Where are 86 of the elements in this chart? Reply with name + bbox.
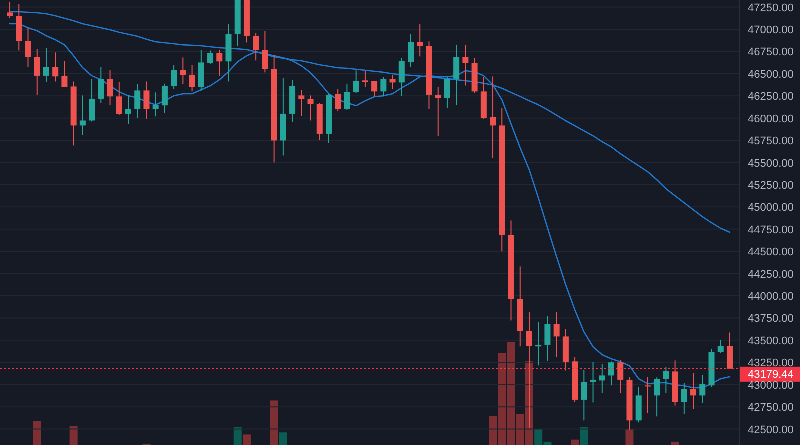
bar <box>270 400 278 445</box>
candlestick <box>417 23 424 58</box>
candlestick <box>654 377 660 418</box>
candlestick <box>34 48 40 96</box>
candlestick <box>134 84 141 119</box>
candlestick <box>554 312 560 358</box>
bar <box>242 434 251 445</box>
candlestick <box>544 316 551 362</box>
y-tick-label: 43500.00 <box>748 335 794 348</box>
candlestick <box>444 76 450 109</box>
candlestick <box>644 376 651 414</box>
candlestick <box>308 95 314 122</box>
candlestick <box>353 70 360 94</box>
candlestick <box>126 94 132 125</box>
candlestick <box>362 70 368 88</box>
candlestick <box>726 332 733 370</box>
bar <box>626 430 634 445</box>
candlestick <box>398 58 405 97</box>
bar <box>580 427 588 445</box>
y-tick-label: 45250.00 <box>748 180 794 192</box>
candlestick <box>25 28 32 68</box>
candlestick <box>590 362 596 404</box>
y-tick-label: 44250.00 <box>748 268 794 281</box>
candlestick <box>344 83 350 110</box>
y-tick-label: 43250.00 <box>748 358 794 370</box>
candlestick <box>144 81 150 120</box>
candlestick <box>372 80 378 98</box>
candlestick <box>618 359 624 394</box>
candlestick <box>189 64 196 92</box>
candlestick <box>435 86 442 137</box>
candlestick <box>216 50 223 76</box>
y-tick-label: 45500.00 <box>748 158 794 170</box>
candlestick <box>335 88 342 112</box>
candlestick <box>107 70 114 106</box>
y-tick-label: 45000.00 <box>748 202 794 214</box>
candlestick <box>253 32 260 62</box>
candlestick <box>116 82 122 116</box>
y-tick-label: 43750.00 <box>748 313 794 326</box>
bar <box>571 440 580 445</box>
bar <box>234 427 242 445</box>
y-tick-label: 43000.00 <box>748 380 794 392</box>
candlestick <box>581 370 588 422</box>
candlestick <box>380 76 387 98</box>
candlestick <box>162 83 168 114</box>
candlestick <box>89 78 96 122</box>
candlestick <box>208 50 214 64</box>
candlestick <box>152 92 159 118</box>
candlestick <box>718 339 724 354</box>
candlestick <box>171 64 178 90</box>
candlestick <box>98 66 104 104</box>
bar <box>279 432 288 445</box>
candlestick <box>298 89 305 117</box>
candlestick <box>681 382 688 414</box>
y-tick-label: 42500.00 <box>748 424 794 436</box>
y-tick-label: 47000.00 <box>748 24 794 36</box>
y-tick-label: 44750.00 <box>748 224 794 236</box>
candlestick <box>690 372 697 410</box>
candlestick <box>663 366 670 394</box>
candlestick <box>408 34 414 68</box>
ref-line-label: 43179.44 <box>748 368 794 381</box>
candlestick <box>43 48 50 83</box>
candlestick <box>599 363 606 394</box>
y-tick-label: 46750.00 <box>748 46 794 59</box>
y-tick-label: 46250.00 <box>748 91 794 104</box>
y-tick-label: 45750.00 <box>748 136 794 148</box>
candlestick <box>262 30 268 74</box>
y-tick-label: 44000.00 <box>748 291 794 304</box>
candlestick <box>490 76 496 159</box>
candlestick <box>180 57 186 85</box>
candlestick <box>454 44 460 106</box>
y-tick-label: 42750.00 <box>748 402 794 414</box>
candlestick <box>390 74 396 90</box>
candlestick <box>7 1 14 19</box>
bar <box>70 426 78 445</box>
candlestick <box>462 44 469 86</box>
y-tick-label: 46500.00 <box>748 68 794 81</box>
candlestick <box>608 361 614 386</box>
candlestick <box>700 374 706 404</box>
y-tick-label: 47250.00 <box>748 2 794 14</box>
bar <box>671 442 680 445</box>
candlestick <box>62 60 68 88</box>
candlestick <box>80 95 86 136</box>
y-tick-label: 44500.00 <box>748 246 794 259</box>
bar <box>33 421 42 445</box>
y-tick-label: 46000.00 <box>748 113 794 126</box>
candlestick <box>52 52 59 82</box>
